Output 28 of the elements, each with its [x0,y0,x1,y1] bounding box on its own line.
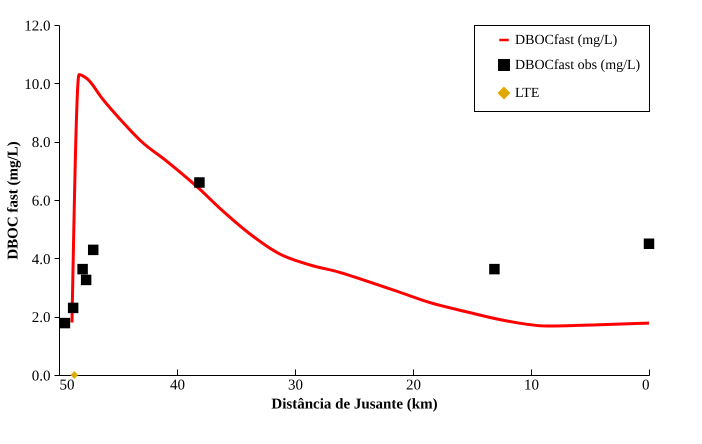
point [77,264,88,274]
y-tick-label: 0.0 [32,368,50,384]
legend-label: DBOCfast (mg/L) [515,33,618,48]
point [70,371,78,379]
point [68,302,78,314]
y-tick-label: 2.0 [32,310,50,326]
y-tick-label: 6.0 [32,194,50,210]
point [194,177,205,188]
y-tick-label: 10.0 [24,76,50,93]
x-tick-label: 50 [60,378,74,394]
legend-label: LTE [515,86,540,101]
line-series [70,73,650,328]
point [88,244,98,256]
legend-label: DBOCfast obs (mg/L) [515,58,641,73]
point [80,274,92,286]
x-tick-label: 40 [170,378,185,394]
x-tick-label: 30 [288,378,303,394]
x-axis-title: Distância de Jusante (km) [271,396,438,412]
point [60,318,70,328]
y-tick-label: 8.0 [32,135,50,152]
x-tick-label: 10 [524,378,539,394]
y-axis-title: DBOC fast (mg/L) [5,141,22,260]
x-tick-label: 0 [642,378,650,394]
y-tick-label: 4.0 [32,252,50,268]
y-tick-label: 12.0 [24,18,50,34]
x-tick-label: 20 [406,378,421,394]
point [489,264,500,274]
point [644,238,654,249]
